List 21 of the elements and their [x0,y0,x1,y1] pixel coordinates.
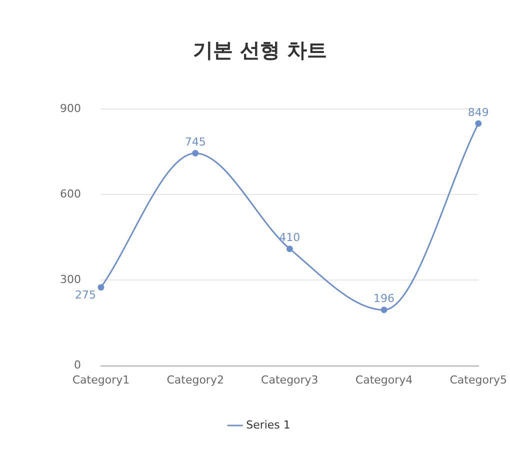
y-tick-label: 0 [74,358,81,372]
data-label: 849 [468,106,489,119]
point [286,246,293,252]
y-tick-label: 600 [60,187,81,200]
point [380,306,388,314]
legend-label: Series 1 [246,418,290,432]
x-tick-label: Category4 [355,373,413,386]
x-tick-label: Category3 [261,373,318,386]
data-label: 410 [279,231,300,244]
x-tick-label: Category1 [72,373,130,386]
data-label: 275 [74,288,96,302]
data-label: 745 [184,136,206,149]
x-tick-label: Category2 [166,373,224,386]
point [475,120,482,127]
y-tick-label: 900 [60,102,81,115]
data-label: 196 [374,292,395,306]
y-tick-label: 300 [60,273,81,286]
x-tick-label: Category5 [450,373,507,386]
point [192,150,199,156]
point [98,284,104,291]
chart-title: 기본 선형 차트 [193,38,327,62]
